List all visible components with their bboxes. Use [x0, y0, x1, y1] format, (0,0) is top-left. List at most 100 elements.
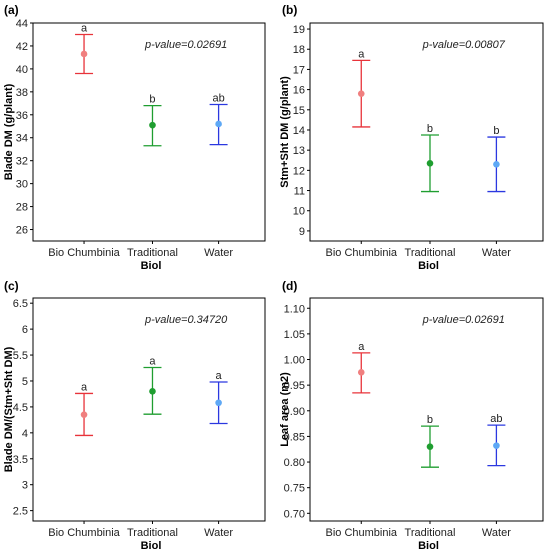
x-tick-label: Traditional: [127, 247, 178, 259]
y-axis-label: Stm+Sht DM (g/plant): [279, 76, 291, 188]
y-tick-label: 34: [16, 133, 28, 145]
error-bar-bio-chumbinia: [352, 59, 371, 128]
y-tick-label: 2.5: [13, 506, 28, 518]
y-tick-label: 40: [16, 64, 28, 76]
x-tick-label: Bio Chumbinia: [48, 247, 120, 259]
x-tick-label: Bio Chumbinia: [325, 247, 397, 259]
x-tick-label: Traditional: [127, 527, 178, 539]
mean-point: [80, 411, 88, 418]
panel-label: (a): [4, 3, 19, 17]
mean-point: [357, 90, 365, 97]
plot-frame: [309, 297, 544, 522]
y-tick-label: 36: [16, 110, 28, 122]
significance-letter: a: [149, 355, 156, 367]
mean-point: [80, 50, 88, 58]
x-axis-label: Biol: [418, 260, 439, 272]
panel-label: (c): [4, 279, 19, 293]
y-axis-label: Blade DM/(Stm+Sht DM): [3, 346, 15, 472]
y-tick-label: 44: [16, 18, 28, 30]
y-tick-label: 0.85: [284, 431, 305, 443]
mean-point: [149, 121, 156, 129]
panel-c: (c) 2.5 3 3.5 4 4.5 5 5.5 6 6.5 Bio Chumbinia Tradi…: [3, 279, 266, 549]
p-value-annotation: p-value=0.02691: [422, 314, 505, 326]
x-tick-label: Water: [482, 527, 511, 539]
error-bar-water: [487, 136, 506, 193]
x-tick-label: Bio Chumbinia: [325, 527, 397, 539]
mean-point: [149, 388, 156, 395]
x-axis-label: Biol: [418, 540, 439, 549]
significance-letter: a: [216, 370, 223, 382]
x-tick-label: Water: [482, 247, 511, 259]
significance-letter: ab: [490, 413, 502, 425]
y-tick-label: 28: [16, 202, 28, 214]
y-axis-label: Leaf area (m2): [279, 372, 291, 447]
y-tick-label: 1.05: [284, 329, 305, 341]
y-tick-label: 30: [16, 179, 28, 191]
p-value-annotation: p-value=0.34720: [144, 314, 228, 326]
error-bar-water: [209, 103, 228, 146]
y-axis-label: Blade DM (g/plant): [3, 83, 15, 180]
y-tick-label: 3: [22, 480, 28, 492]
p-value-annotation: p-value=0.00807: [422, 39, 506, 51]
panel-b: (b) 9 10 11 12 13 14 15 16 17 18 19 Bio Chumbinia Tra…: [279, 3, 544, 272]
y-tick-label: 16: [293, 85, 305, 97]
y-tick-label: 14: [293, 125, 305, 137]
x-tick-label: Water: [204, 527, 233, 539]
error-bar-traditional: [143, 104, 162, 147]
significance-letter: a: [358, 48, 365, 60]
y-tick-label: 0.95: [284, 380, 305, 392]
plot-frame: [32, 22, 266, 242]
plot-frame: [309, 22, 544, 242]
significance-letter: a: [81, 381, 88, 393]
y-tick-label: 19: [293, 24, 305, 36]
panel-a: (a) 26 28 30 32 34 36 38 40 42 44 Bio Chumbinia Trad…: [3, 3, 266, 272]
y-tick-label: 9: [299, 226, 305, 238]
x-axis-label: Biol: [141, 540, 162, 549]
error-bar-bio-chumbinia: [75, 392, 94, 437]
y-tick-label: 1.00: [284, 355, 305, 367]
x-tick-label: Traditional: [405, 247, 456, 259]
y-tick-label: 4: [22, 428, 28, 440]
significance-letter: a: [358, 341, 365, 353]
error-bar-water: [487, 424, 506, 467]
x-tick-label: Traditional: [405, 527, 456, 539]
significance-letter: b: [427, 123, 433, 135]
significance-letter: b: [493, 125, 499, 137]
significance-letter: ab: [212, 92, 224, 104]
mean-point: [493, 160, 500, 168]
p-value-annotation: p-value=0.02691: [144, 39, 227, 51]
y-tick-label: 17: [293, 64, 305, 76]
mean-point: [215, 120, 222, 128]
mean-point: [215, 399, 222, 407]
y-tick-label: 0.80: [284, 457, 305, 469]
mean-point: [426, 443, 434, 450]
error-bar-traditional: [143, 366, 162, 415]
y-tick-label: 38: [16, 87, 28, 99]
y-tick-label: 1.10: [284, 303, 305, 315]
x-tick-label: Water: [204, 247, 233, 259]
error-bar-bio-chumbinia: [75, 33, 94, 75]
x-tick-label: Bio Chumbinia: [48, 527, 120, 539]
y-tick-label: 42: [16, 41, 28, 53]
x-axis-label: Biol: [141, 260, 162, 272]
error-bar-water: [209, 381, 228, 425]
panel-label: (b): [282, 3, 297, 17]
y-tick-label: 3.5: [13, 454, 28, 466]
y-tick-label: 0.70: [284, 508, 305, 520]
y-tick-label: 5.5: [13, 350, 28, 362]
y-tick-label: 13: [293, 145, 305, 157]
y-tick-label: 15: [293, 105, 305, 117]
significance-letter: b: [149, 94, 155, 106]
y-tick-label: 12: [293, 165, 305, 177]
mean-point: [357, 369, 365, 376]
significance-letter: a: [81, 22, 88, 34]
panel-label: (d): [282, 279, 297, 293]
y-tick-label: 11: [294, 186, 305, 198]
y-tick-label: 32: [16, 156, 28, 168]
y-tick-label: 0.75: [284, 483, 305, 495]
plot-frame: [32, 297, 266, 522]
y-tick-label: 0.90: [284, 406, 305, 418]
error-bar-traditional: [420, 425, 439, 468]
error-bar-traditional: [420, 134, 439, 193]
